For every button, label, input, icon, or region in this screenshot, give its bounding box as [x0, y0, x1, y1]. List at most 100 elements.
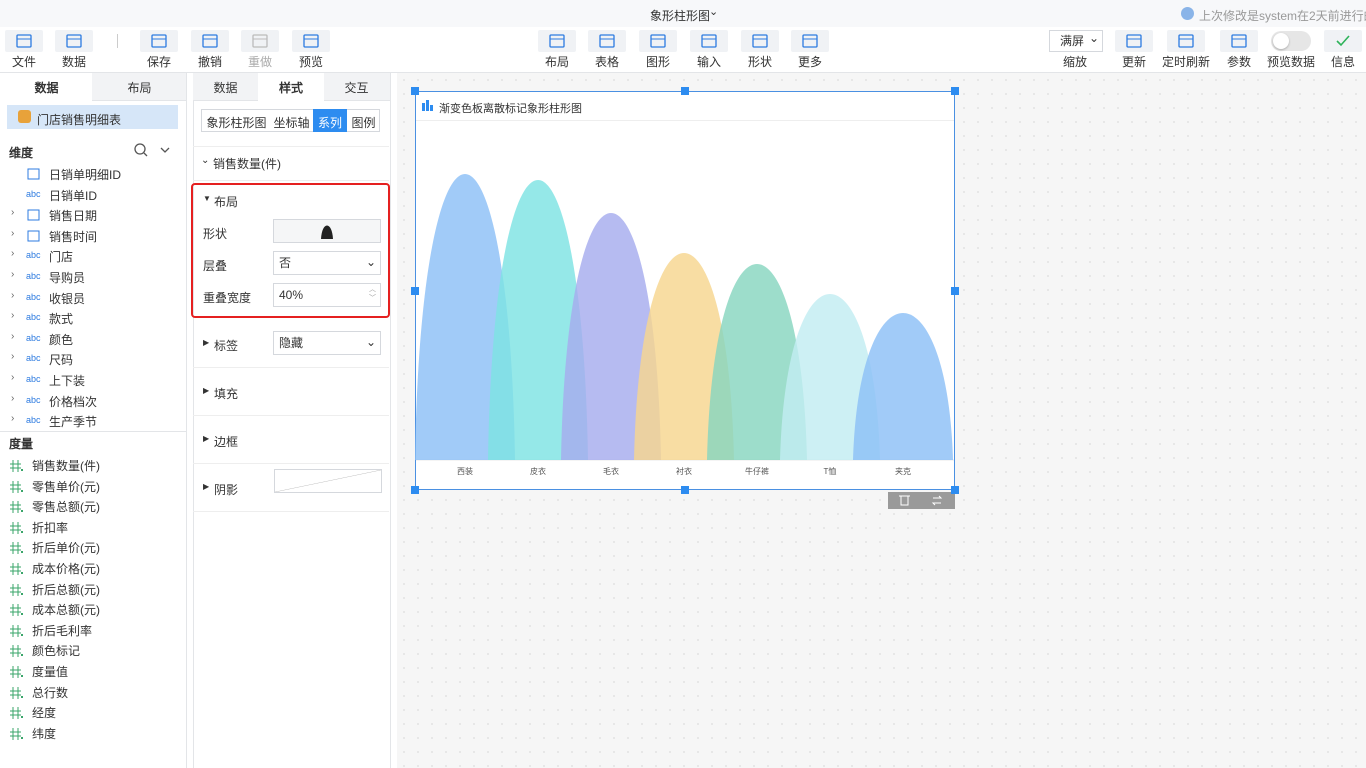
- panel-tab[interactable]: 样式: [278, 81, 303, 95]
- section-label[interactable]: 布局: [214, 195, 239, 209]
- zoom-select[interactable]: 满屏: [1049, 30, 1103, 52]
- tool-label[interactable]: 撤销: [197, 55, 222, 69]
- tool-button[interactable]: [588, 30, 626, 52]
- field[interactable]: 折后总额(元): [32, 582, 100, 597]
- section-label[interactable]: 阴影: [214, 483, 239, 497]
- field[interactable]: 颜色标记: [32, 644, 81, 659]
- tool-label[interactable]: 缩放: [1062, 55, 1087, 69]
- tool-button[interactable]: [191, 30, 229, 52]
- expander[interactable]: ›: [11, 372, 15, 383]
- field[interactable]: 折后单价(元): [32, 541, 100, 556]
- tool-label[interactable]: 图形: [645, 55, 670, 69]
- field[interactable]: 折扣率: [32, 520, 69, 535]
- tool-button[interactable]: [690, 30, 728, 52]
- resize-handle[interactable]: [411, 87, 419, 95]
- field[interactable]: 收银员: [49, 291, 86, 306]
- tool-button[interactable]: [791, 30, 829, 52]
- expander[interactable]: ›: [11, 330, 15, 342]
- field[interactable]: 导购员: [49, 271, 86, 285]
- tool-button[interactable]: [639, 30, 677, 52]
- field[interactable]: 零售单价(元): [32, 479, 100, 494]
- tool-button[interactable]: [1115, 30, 1153, 52]
- tool-button[interactable]: [1220, 30, 1258, 52]
- expander[interactable]: ›: [11, 269, 15, 280]
- expander[interactable]: ›: [11, 227, 15, 239]
- tool-button[interactable]: [5, 30, 43, 52]
- subtab[interactable]: 象形柱形图: [206, 116, 267, 130]
- field[interactable]: 尺码: [49, 353, 74, 368]
- tool-button[interactable]: [140, 30, 178, 52]
- field[interactable]: 生产季节: [49, 415, 98, 430]
- field[interactable]: 价格档次: [49, 394, 98, 409]
- field[interactable]: 款式: [49, 312, 74, 327]
- tool-label[interactable]: 形状: [747, 55, 772, 69]
- tool-button[interactable]: [1167, 30, 1205, 52]
- expander[interactable]: ›: [11, 310, 15, 322]
- expander[interactable]: ›: [11, 351, 15, 363]
- tool-button[interactable]: [292, 30, 330, 52]
- field[interactable]: 销售时间: [49, 229, 98, 244]
- resize-handle[interactable]: [681, 486, 689, 494]
- expander[interactable]: ›: [11, 248, 15, 260]
- tool-label[interactable]: 信息: [1330, 55, 1355, 69]
- subtab[interactable]: 图例: [351, 116, 376, 130]
- spinner[interactable]: ︿ ﹀: [369, 286, 376, 302]
- resize-handle[interactable]: [951, 486, 959, 494]
- subtab[interactable]: 坐标轴: [273, 116, 310, 130]
- field[interactable]: 经度: [32, 706, 57, 721]
- shadow-swatch[interactable]: [274, 469, 382, 493]
- tool-label[interactable]: 保存: [146, 55, 171, 69]
- dataset-row[interactable]: [7, 105, 178, 129]
- field[interactable]: 门店: [49, 250, 74, 265]
- subtab[interactable]: 系列: [317, 116, 342, 130]
- tool-label[interactable]: 布局: [544, 55, 569, 69]
- field[interactable]: 总行数: [32, 685, 69, 700]
- expander[interactable]: ›: [11, 392, 15, 404]
- field[interactable]: 折后毛利率: [32, 623, 93, 638]
- tool-label[interactable]: 文件: [11, 55, 36, 69]
- tool-label[interactable]: 定时刷新: [1161, 55, 1210, 69]
- dataset-name[interactable]: 门店销售明细表: [37, 113, 122, 127]
- tool-button[interactable]: [55, 30, 93, 52]
- panel-tab[interactable]: 交互: [344, 81, 369, 95]
- expander[interactable]: ›: [11, 413, 15, 425]
- panel-tab[interactable]: 数据: [213, 81, 238, 95]
- section-label[interactable]: 边框: [214, 435, 239, 449]
- tool-label[interactable]: 输入: [696, 55, 721, 69]
- field[interactable]: 日销单ID: [49, 188, 98, 203]
- tool-label[interactable]: 更多: [797, 55, 822, 69]
- expander[interactable]: ›: [11, 289, 15, 301]
- field[interactable]: 日销单明细ID: [49, 168, 122, 182]
- resize-handle[interactable]: [411, 486, 419, 494]
- overlap-input[interactable]: 40%: [273, 283, 381, 307]
- field[interactable]: 上下装: [49, 374, 86, 388]
- tool-label[interactable]: 预览数据: [1266, 55, 1315, 69]
- tool-label[interactable]: 参数: [1226, 55, 1251, 69]
- select[interactable]: 隐藏: [273, 331, 381, 355]
- field[interactable]: 颜色: [49, 332, 74, 347]
- dim-tools[interactable]: [133, 142, 177, 158]
- stack-select[interactable]: 否: [273, 251, 381, 275]
- tool-button[interactable]: [538, 30, 576, 52]
- resize-handle[interactable]: [681, 87, 689, 95]
- field[interactable]: 销售数量(件): [32, 459, 100, 473]
- tool-label[interactable]: 预览: [298, 55, 323, 69]
- expander[interactable]: ›: [11, 207, 15, 219]
- tool-label[interactable]: 更新: [1121, 55, 1146, 69]
- tool-button[interactable]: [741, 30, 779, 52]
- field[interactable]: 成本总额(元): [32, 603, 100, 618]
- field[interactable]: 度量值: [32, 665, 69, 679]
- section-label[interactable]: 标签: [214, 339, 239, 353]
- field[interactable]: 纬度: [32, 726, 57, 741]
- field[interactable]: 成本价格(元): [32, 562, 100, 576]
- tool-label[interactable]: 数据: [61, 55, 86, 69]
- resize-handle[interactable]: [951, 87, 959, 95]
- panel-tab[interactable]: 数据: [34, 81, 59, 95]
- resize-handle[interactable]: [951, 287, 959, 295]
- doc-title[interactable]: 象形柱形图: [650, 9, 711, 23]
- series-name[interactable]: 销售数量(件): [213, 157, 281, 171]
- tool-label[interactable]: 表格: [594, 55, 619, 69]
- panel-tab[interactable]: 布局: [127, 81, 152, 95]
- section-label[interactable]: 填充: [214, 387, 239, 401]
- field[interactable]: 销售日期: [49, 209, 98, 224]
